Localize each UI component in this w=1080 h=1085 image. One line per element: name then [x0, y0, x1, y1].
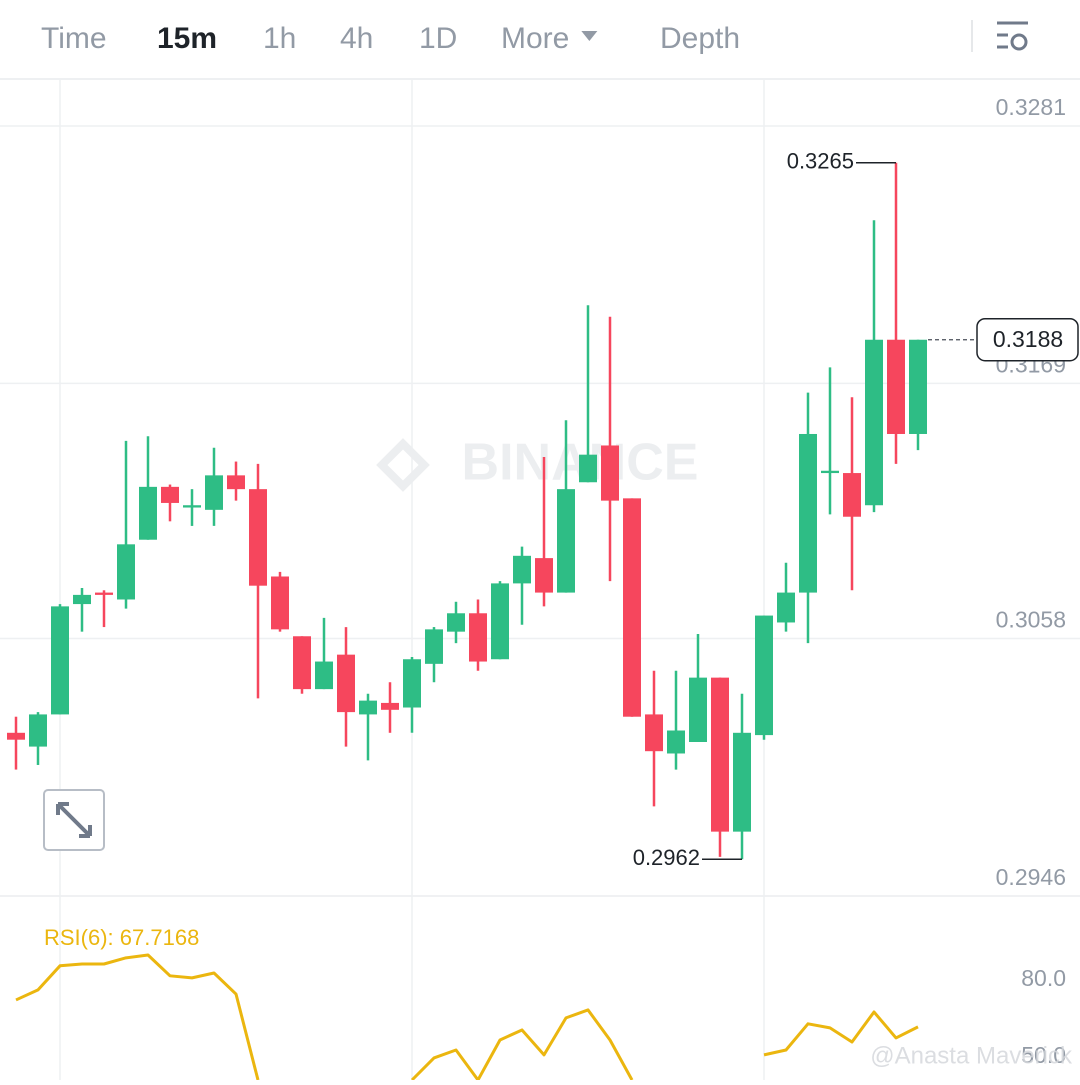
candle-body: [205, 475, 223, 510]
candle-body: [865, 339, 883, 506]
candle-body: [689, 677, 707, 742]
candle-body: [337, 654, 355, 713]
candle-body: [557, 489, 575, 593]
indicator-title: RSI(6): 67.7168: [44, 925, 199, 950]
candle-body: [403, 659, 421, 708]
tab[interactable]: More: [501, 22, 569, 55]
watermark: @Anasta Maverick: [870, 1042, 1073, 1069]
timeframe-tabs: Time 15m 1h 4h 1D More Depth: [41, 22, 740, 55]
candle-body: [799, 433, 817, 593]
candle-body: [359, 700, 377, 715]
candle-body: [601, 445, 619, 501]
candle-body: [777, 592, 795, 623]
y-tick-label: 0.2946: [996, 864, 1066, 890]
candle-body: [315, 661, 333, 690]
candle-body: [95, 592, 113, 595]
candle-body: [623, 498, 641, 717]
price-tag-label: 0.3188: [993, 326, 1063, 352]
y-tick-label: 0.3281: [996, 94, 1066, 120]
candle-body: [887, 339, 905, 434]
y-tick-label: 80.0: [1021, 965, 1066, 991]
candle-body: [271, 576, 289, 630]
candle-body: [645, 714, 663, 752]
candle-body: [513, 555, 531, 584]
rsi-line: [15, 953, 919, 1080]
watermark-logo: [376, 438, 430, 492]
candle-body: [535, 558, 553, 593]
price-panel: 0.32810.31690.30580.29460.32650.29620.31…: [0, 94, 1080, 897]
candle-body: [425, 629, 443, 664]
high-label: 0.3265: [787, 149, 854, 174]
candle-body: [447, 613, 465, 632]
candle-body: [579, 454, 597, 483]
vertical-grid: [59, 80, 765, 1080]
rsi-panel: RSI(6): 67.7168 80.0 50.0: [15, 925, 1066, 1080]
tab[interactable]: 15m: [157, 22, 217, 55]
y-tick-label: 50.0: [1021, 1042, 1066, 1068]
candle-body: [381, 702, 399, 710]
candle-body: [7, 732, 25, 740]
tab[interactable]: Time: [41, 22, 107, 55]
candle-body: [161, 486, 179, 503]
candle-body: [667, 730, 685, 754]
candle-body: [29, 714, 47, 747]
candle-body: [293, 636, 311, 690]
candle-body: [183, 505, 201, 508]
settings-icon[interactable]: [997, 21, 1028, 51]
tab[interactable]: 1D: [419, 22, 457, 55]
candle-body: [491, 583, 509, 660]
candle-body: [227, 475, 245, 490]
candle-body: [843, 473, 861, 517]
candle-body: [733, 732, 751, 832]
candle-body: [249, 489, 267, 586]
tab[interactable]: Depth: [660, 22, 740, 55]
low-label: 0.2962: [633, 845, 700, 870]
tab[interactable]: 4h: [340, 22, 373, 55]
candle-body: [821, 470, 839, 474]
candle-body: [909, 339, 927, 434]
dropdown-arrow: [581, 31, 598, 41]
y-tick-label: 0.3058: [996, 607, 1066, 633]
candle-body: [711, 677, 729, 832]
price-tag: [976, 317, 1079, 362]
candle-body: [755, 615, 773, 736]
candle-body: [469, 613, 487, 662]
expand-button[interactable]: [43, 789, 105, 851]
candle-body: [139, 486, 157, 540]
candle-body: [73, 594, 91, 605]
candle-body: [51, 606, 69, 715]
candle-body: [117, 544, 135, 600]
tab[interactable]: 1h: [263, 22, 296, 55]
